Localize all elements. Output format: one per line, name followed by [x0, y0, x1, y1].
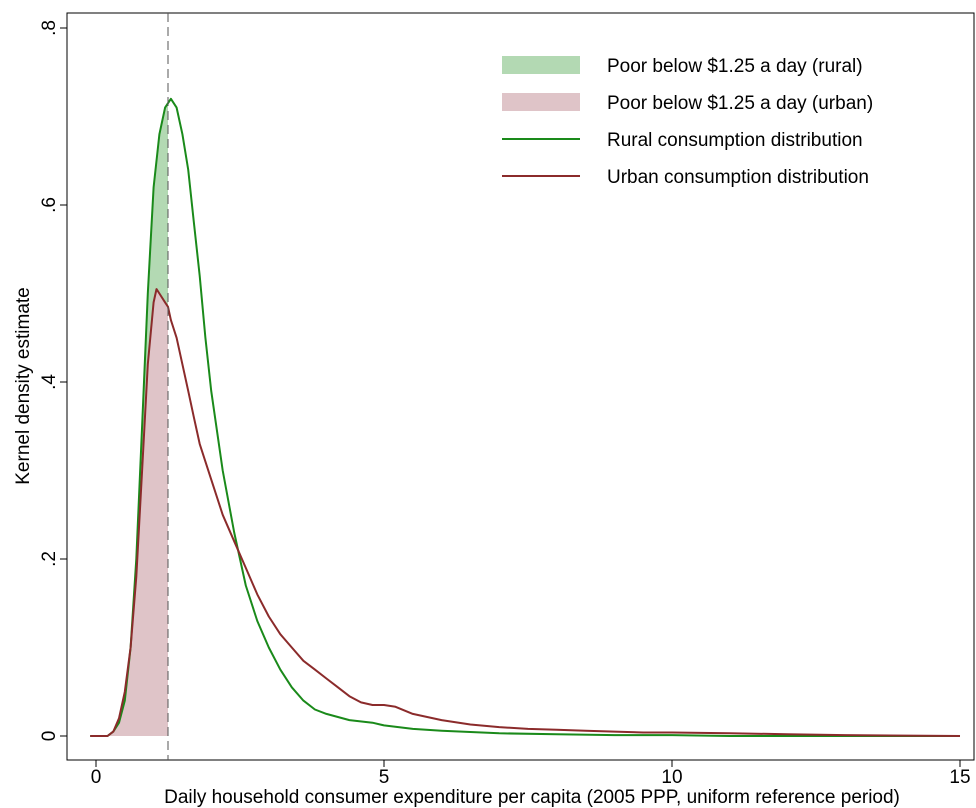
- y-tick-label: .4: [39, 374, 60, 390]
- legend-label: Urban consumption distribution: [607, 167, 869, 188]
- x-tick-label: 10: [661, 767, 682, 788]
- legend: Poor below $1.25 a day (rural) Poor below…: [502, 56, 873, 188]
- series-line-0: [90, 97, 960, 737]
- y-tick-label: .6: [39, 197, 60, 213]
- x-tick-label: 15: [949, 767, 970, 788]
- legend-swatch: [502, 93, 580, 111]
- fill-areas: [90, 103, 168, 736]
- x-axis: 0 5 10 15: [91, 760, 971, 788]
- y-tick-label: 0: [39, 731, 60, 742]
- series-lines: [90, 97, 961, 737]
- series-line-1: [90, 288, 961, 737]
- legend-label: Poor below $1.25 a day (rural): [607, 56, 863, 77]
- x-axis-label: Daily household consumer expenditure per…: [164, 787, 900, 808]
- y-axis: 0 .2 .4 .6 .8: [39, 20, 67, 741]
- legend-swatch: [502, 56, 580, 74]
- y-tick-label: .2: [39, 551, 60, 567]
- legend-label: Rural consumption distribution: [607, 130, 863, 151]
- plot-frame: [66, 12, 975, 761]
- poverty-area-1: [90, 289, 168, 736]
- x-tick-label: 0: [91, 767, 102, 788]
- legend-label: Poor below $1.25 a day (urban): [607, 93, 873, 114]
- x-tick-label: 5: [379, 767, 390, 788]
- y-tick-label: .8: [39, 20, 60, 36]
- y-axis-label: Kernel density estimate: [13, 287, 34, 485]
